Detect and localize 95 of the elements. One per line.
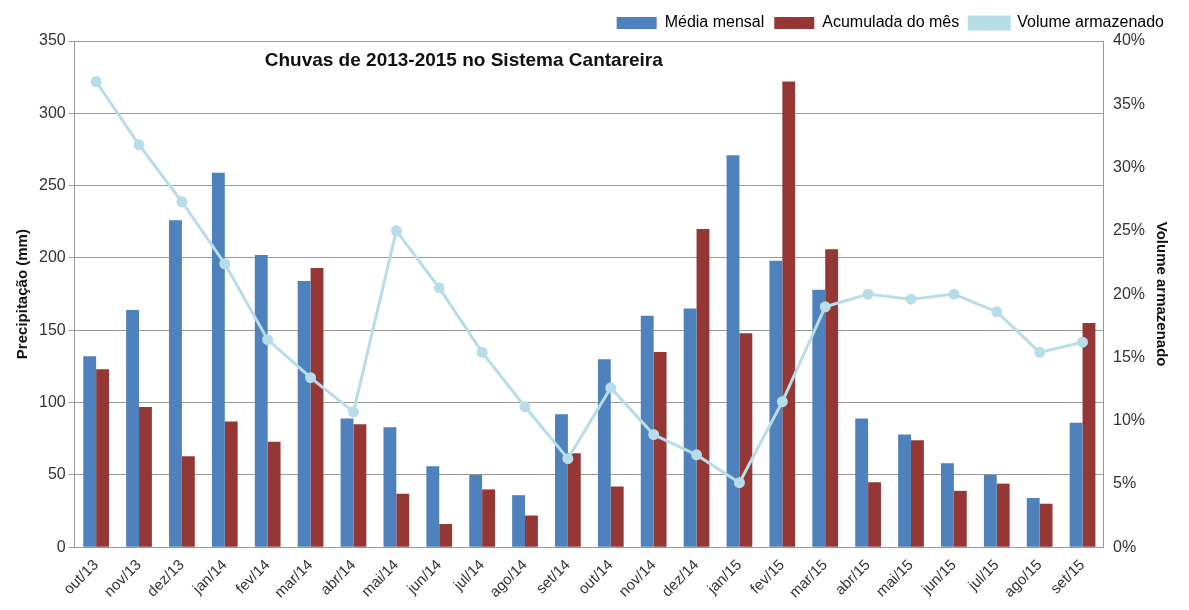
- bar: [898, 434, 911, 547]
- y-tick-label: 100: [38, 393, 66, 411]
- y-tick-label: 150: [38, 320, 66, 338]
- point: [776, 396, 788, 408]
- point: [1077, 336, 1089, 348]
- bar: [267, 441, 281, 547]
- y2-tick-label: 10%: [1112, 411, 1146, 429]
- bar: [254, 255, 268, 547]
- bar: [996, 483, 1010, 547]
- point: [305, 372, 317, 384]
- y-tick-label: 200: [38, 248, 66, 266]
- bar: [224, 421, 238, 547]
- bar: [126, 310, 140, 547]
- bar: [653, 351, 667, 547]
- y2-tick-label: 15%: [1112, 347, 1146, 365]
- bar: [1026, 498, 1040, 547]
- y-tick-label: 350: [38, 31, 66, 49]
- point: [948, 288, 960, 300]
- bar: [555, 414, 568, 547]
- y-tick-label: 50: [47, 465, 66, 483]
- bar: [855, 418, 869, 547]
- bar: [297, 281, 311, 547]
- bar: [96, 369, 110, 547]
- bar: [310, 268, 324, 547]
- point: [90, 76, 102, 87]
- bar: [782, 81, 796, 547]
- point: [819, 301, 831, 313]
- bar: [825, 249, 839, 547]
- bar: [910, 440, 924, 547]
- bar: [383, 427, 397, 547]
- bar: [139, 406, 152, 547]
- point: [519, 401, 531, 413]
- bar: [169, 220, 182, 547]
- bar: [482, 489, 495, 547]
- bar: [739, 333, 753, 547]
- y-tick-label: 250: [38, 176, 66, 194]
- point: [476, 346, 488, 358]
- bar: [512, 495, 526, 547]
- bar: [353, 424, 367, 547]
- bar: [868, 482, 881, 547]
- chart-title: Chuvas de 2013-2015 no Sistema Cantareira: [264, 48, 664, 70]
- legend-label: Média mensal: [664, 13, 765, 31]
- legend-label: Acumulada do mês: [822, 13, 960, 31]
- point: [733, 477, 745, 489]
- bar: [396, 493, 410, 547]
- y2-axis-title: Volume armazenado: [1153, 221, 1171, 367]
- y2-tick-label: 0%: [1112, 537, 1137, 555]
- bar: [525, 515, 538, 547]
- bar: [1039, 503, 1053, 547]
- bar: [812, 289, 826, 547]
- bar: [683, 308, 697, 547]
- y-axis-title: Precipitação (mm): [13, 229, 31, 360]
- point: [390, 225, 402, 237]
- y2-tick-label: 25%: [1112, 221, 1146, 239]
- point: [562, 453, 574, 465]
- bar: [181, 456, 195, 547]
- bar: [610, 486, 624, 547]
- bar: [469, 474, 483, 547]
- y2-tick-label: 35%: [1112, 94, 1146, 112]
- point: [133, 139, 145, 151]
- point: [176, 196, 188, 208]
- point: [648, 429, 660, 441]
- point: [862, 288, 874, 300]
- bar: [769, 260, 783, 547]
- bar: [1082, 323, 1096, 547]
- point: [433, 282, 445, 294]
- bar: [426, 466, 440, 547]
- y2-tick-label: 20%: [1112, 284, 1146, 302]
- point: [219, 258, 231, 270]
- bar: [567, 453, 581, 547]
- legend-label: Volume armazenado: [1017, 13, 1165, 31]
- bar: [1069, 422, 1083, 547]
- y2-tick-label: 5%: [1112, 474, 1137, 492]
- point: [347, 406, 359, 418]
- point: [905, 293, 917, 305]
- point: [1034, 346, 1046, 358]
- bar: [640, 315, 654, 547]
- bar: [439, 524, 453, 547]
- bar: [726, 155, 740, 547]
- point: [605, 382, 617, 394]
- bar: [941, 463, 954, 547]
- bar: [983, 474, 997, 547]
- bar: [211, 172, 225, 547]
- y-tick-label: 0: [56, 537, 66, 555]
- y2-tick-label: 30%: [1112, 157, 1146, 175]
- y2-tick-label: 40%: [1112, 31, 1146, 49]
- bar: [340, 418, 354, 547]
- bar: [597, 359, 611, 547]
- point: [691, 449, 703, 461]
- point: [991, 306, 1003, 318]
- bar: [696, 229, 710, 547]
- bar: [953, 490, 967, 547]
- bar: [83, 356, 97, 547]
- y-tick-label: 300: [38, 103, 66, 121]
- point: [262, 334, 274, 346]
